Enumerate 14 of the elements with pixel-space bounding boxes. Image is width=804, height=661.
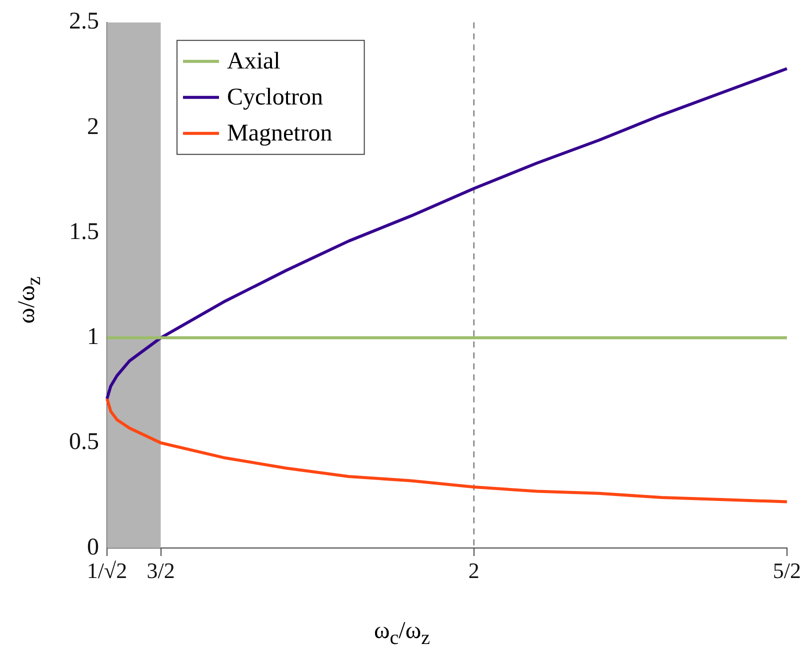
y-tick-label: 1.5 bbox=[69, 218, 99, 245]
y-tick-label: 2 bbox=[87, 114, 99, 140]
x-tick-label: 5/2 bbox=[772, 558, 802, 583]
y-tick-label: 0 bbox=[87, 534, 99, 560]
y-tick-label: 0.5 bbox=[69, 429, 99, 456]
y-tick-label: 1 bbox=[87, 324, 99, 350]
x-axis-title: ω$_{c}$/ω$_{z}$ bbox=[372, 618, 432, 650]
x-tick-label: 2 bbox=[468, 558, 480, 583]
x-tick-label: 3/2 bbox=[146, 558, 175, 583]
legend-label: Cyclotron bbox=[227, 84, 323, 111]
y-tick-label: 2.5 bbox=[69, 8, 99, 35]
x-tick-label: 1/√2 bbox=[86, 558, 128, 583]
legend-label: Axial bbox=[227, 48, 281, 75]
legend-label: Magnetron bbox=[227, 120, 332, 147]
